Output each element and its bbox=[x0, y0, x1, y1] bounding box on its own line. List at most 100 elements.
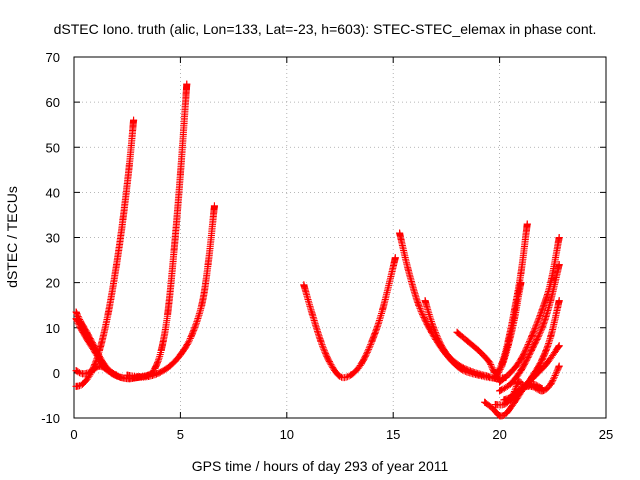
data-point bbox=[496, 387, 504, 395]
data-point bbox=[555, 261, 563, 269]
data-point bbox=[532, 371, 540, 379]
series-markers bbox=[72, 116, 138, 390]
data-point bbox=[144, 372, 152, 380]
data-point bbox=[183, 80, 191, 88]
data-point bbox=[176, 170, 184, 178]
data-point bbox=[496, 378, 504, 386]
data-point bbox=[336, 372, 344, 380]
data-point bbox=[491, 400, 499, 408]
data-point bbox=[517, 355, 525, 363]
data-point bbox=[538, 324, 546, 332]
data-point bbox=[123, 371, 131, 379]
y-tick-label: 30 bbox=[46, 231, 60, 246]
y-axis-label: dSTEC / TECUs bbox=[4, 186, 20, 288]
data-point bbox=[176, 351, 184, 359]
data-point bbox=[555, 234, 563, 241]
data-point bbox=[79, 370, 87, 378]
y-tick-label: 70 bbox=[46, 50, 60, 65]
data-point bbox=[489, 405, 497, 413]
data-point bbox=[325, 358, 333, 366]
y-tick-label: 20 bbox=[46, 276, 60, 291]
data-point bbox=[308, 310, 316, 318]
data-point bbox=[430, 324, 438, 332]
data-point bbox=[125, 161, 133, 169]
data-point bbox=[500, 396, 508, 404]
data-point bbox=[204, 261, 212, 269]
x-tick-labels: 0 5 10 15 20 25 bbox=[70, 427, 613, 442]
data-point bbox=[547, 380, 555, 388]
data-point bbox=[506, 369, 514, 377]
data-point bbox=[523, 220, 531, 228]
data-point bbox=[134, 373, 142, 381]
data-point bbox=[72, 382, 80, 390]
data-point bbox=[72, 315, 80, 323]
data-point bbox=[119, 215, 127, 223]
data-point bbox=[396, 229, 404, 237]
data-point bbox=[453, 328, 461, 336]
data-point bbox=[117, 373, 125, 381]
series-arc-11 bbox=[491, 279, 525, 381]
series-arc-9 bbox=[421, 297, 504, 384]
x-tick-label: 25 bbox=[599, 427, 613, 442]
data-point bbox=[210, 202, 218, 210]
data-point bbox=[498, 362, 506, 370]
data-point bbox=[453, 360, 461, 368]
data-point bbox=[170, 247, 178, 255]
y-tick-label: 50 bbox=[46, 140, 60, 155]
data-point bbox=[517, 367, 525, 375]
data-point bbox=[421, 297, 429, 305]
x-tick-label: 10 bbox=[280, 427, 294, 442]
data-point bbox=[510, 398, 518, 406]
data-point bbox=[521, 382, 529, 390]
data-point bbox=[440, 346, 448, 354]
chart-title: dSTEC Iono. truth (alic, Lon=133, Lat=-2… bbox=[54, 21, 597, 37]
data-point bbox=[528, 346, 536, 354]
data-point bbox=[517, 270, 525, 278]
y-tick-label: -10 bbox=[41, 411, 60, 426]
data-point bbox=[491, 373, 499, 381]
data-point bbox=[481, 398, 489, 406]
y-tick-label: 40 bbox=[46, 185, 60, 200]
data-point bbox=[508, 391, 516, 399]
data-series bbox=[72, 80, 563, 420]
data-point bbox=[157, 346, 165, 354]
data-point bbox=[72, 367, 80, 375]
series-arc-17 bbox=[500, 378, 546, 404]
data-point bbox=[104, 310, 112, 318]
data-point bbox=[542, 360, 550, 368]
series-arc-4 bbox=[72, 362, 121, 379]
y-tick-label: 60 bbox=[46, 95, 60, 110]
data-point bbox=[164, 310, 172, 318]
data-point bbox=[357, 360, 365, 368]
data-point bbox=[404, 265, 412, 273]
data-point bbox=[166, 362, 174, 370]
series-arc-1 bbox=[72, 116, 138, 390]
data-point bbox=[464, 337, 472, 345]
data-point bbox=[547, 333, 555, 341]
data-point bbox=[151, 364, 159, 372]
data-point bbox=[187, 333, 195, 341]
series-arc-12 bbox=[496, 234, 563, 386]
data-point bbox=[198, 301, 206, 309]
data-point bbox=[104, 367, 112, 375]
data-point bbox=[555, 342, 563, 350]
data-point bbox=[91, 349, 99, 357]
data-point bbox=[76, 324, 84, 332]
data-point bbox=[96, 362, 104, 370]
data-point bbox=[538, 306, 546, 314]
data-point bbox=[300, 281, 308, 289]
data-point bbox=[79, 380, 87, 388]
y-tick-label: 0 bbox=[53, 366, 60, 381]
data-point bbox=[130, 116, 138, 124]
data-point bbox=[506, 380, 514, 388]
data-point bbox=[485, 358, 493, 366]
data-point bbox=[368, 337, 376, 345]
data-point bbox=[474, 346, 482, 354]
data-point bbox=[155, 369, 163, 377]
y-tick-label: 10 bbox=[46, 321, 60, 336]
series-arc-13 bbox=[496, 261, 563, 395]
data-point bbox=[547, 297, 555, 305]
series-arc-7 bbox=[300, 254, 399, 382]
data-point bbox=[317, 337, 325, 345]
